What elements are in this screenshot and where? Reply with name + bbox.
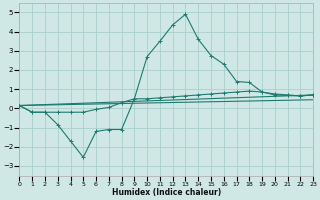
X-axis label: Humidex (Indice chaleur): Humidex (Indice chaleur) [112, 188, 221, 197]
